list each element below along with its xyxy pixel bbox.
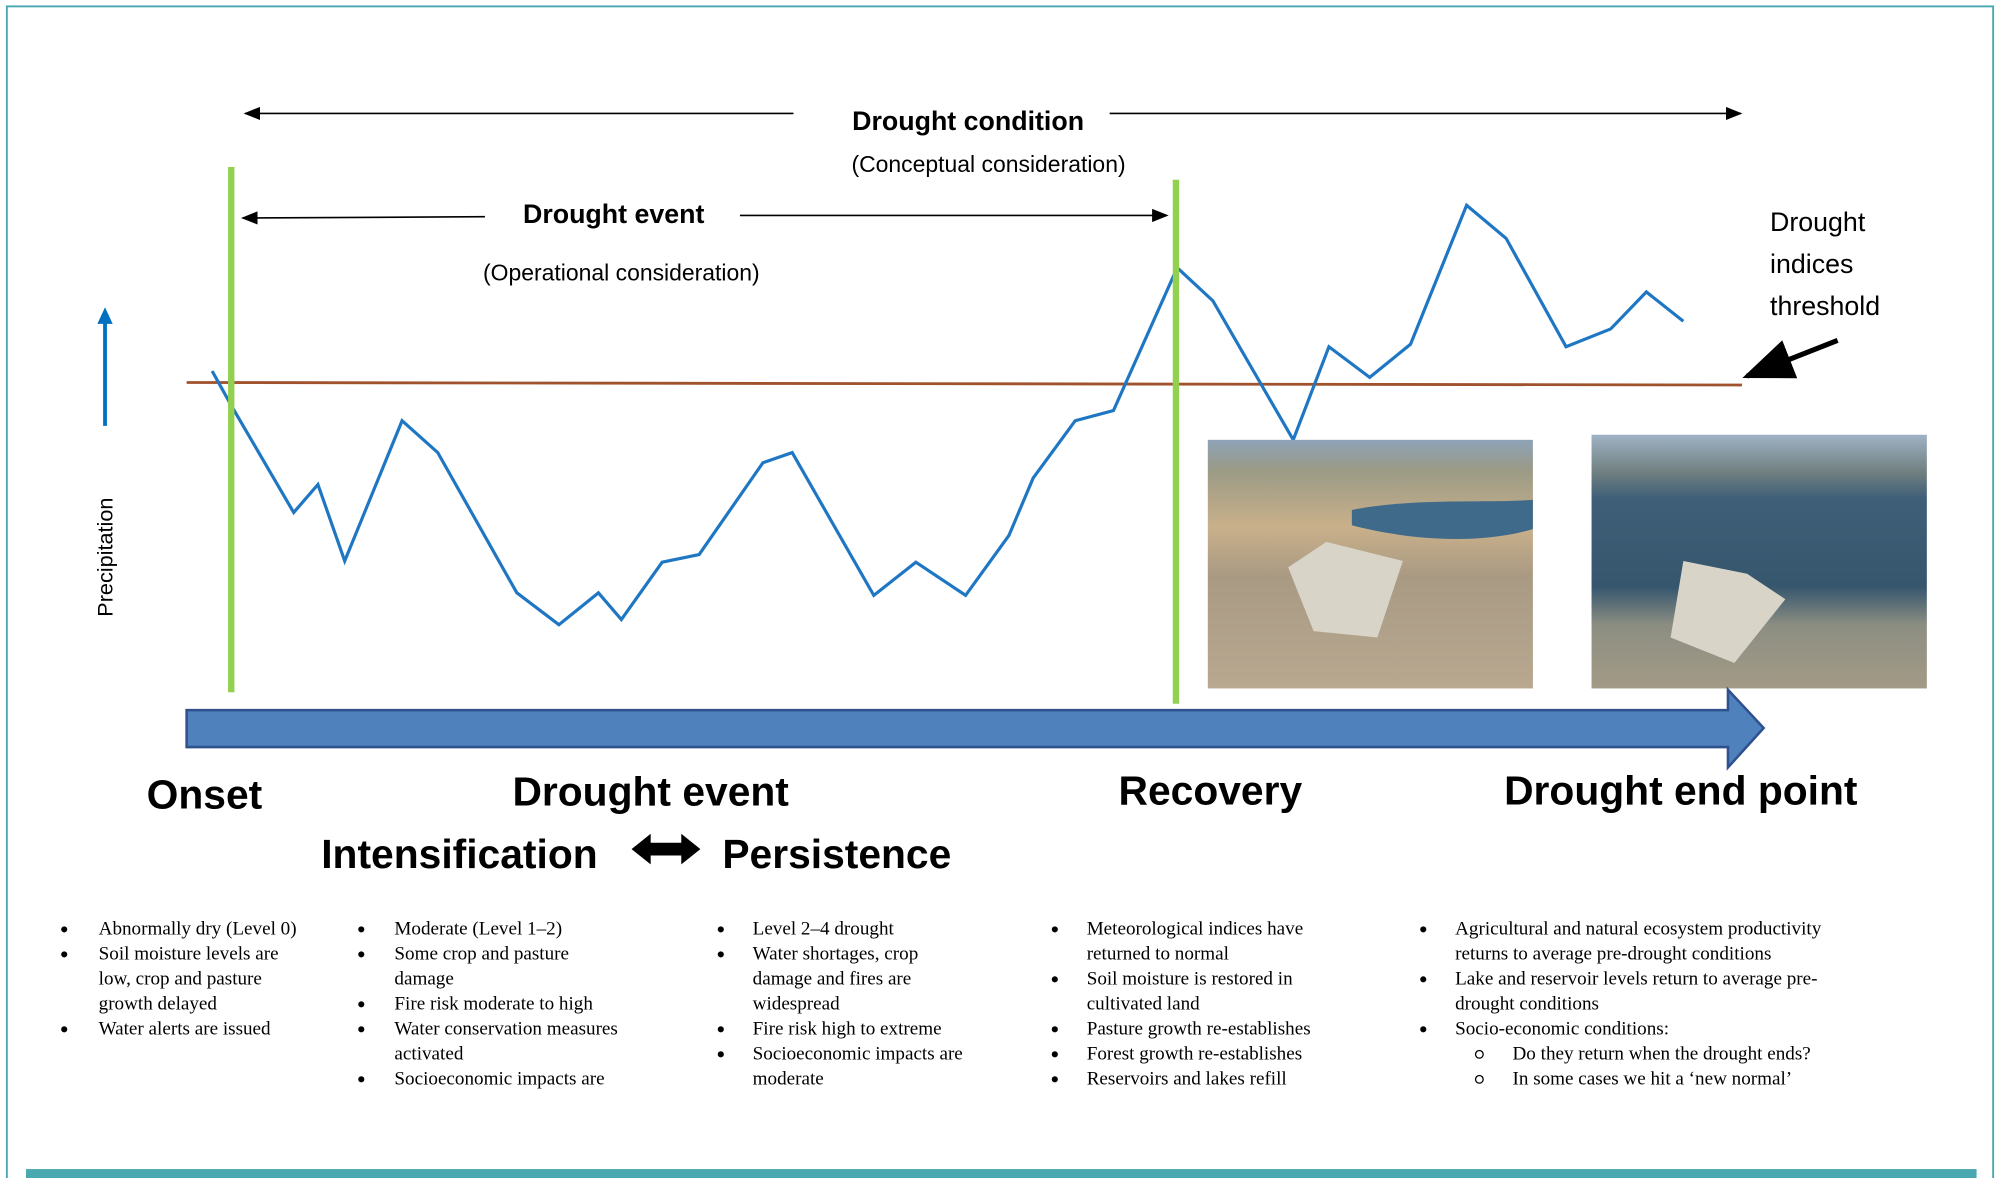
y-axis-label: Precipitation [93,498,118,617]
bullet [1051,1026,1058,1033]
bullet-text: Soil moisture is restored in [1087,968,1293,989]
bullet-text: Fire risk moderate to high [394,993,593,1014]
bullet-text: Water conservation measures [394,1018,617,1039]
bullet-text: Reservoirs and lakes refill [1087,1068,1287,1089]
bullet-text: Abnormally dry (Level 0) [99,918,297,939]
photo-dam [1670,560,1786,663]
bullet-text: Water alerts are issued [99,1018,271,1039]
bullet [61,951,68,958]
bullet-text: widespread [753,993,840,1014]
time-arrow [185,686,1766,771]
bullet-text: Do they return when the drought ends? [1513,1043,1811,1064]
bullet-text: Some crop and pasture [394,943,569,964]
photo-water [1351,499,1533,539]
bullet-text: Meteorological indices have [1087,918,1304,939]
bullet-text: moderate [753,1068,824,1089]
bullet [717,926,724,933]
bullet [358,926,365,933]
bullet [1420,976,1427,983]
bullet-text: Moderate (Level 1–2) [394,918,562,939]
bullet [1051,976,1058,983]
bullet-text: cultivated land [1087,993,1200,1014]
bullet [1051,1051,1058,1058]
bullet-text: Water shortages, crop [753,943,919,964]
bullet-text: returned to normal [1087,943,1229,964]
bullet [358,951,365,958]
title: Drought event [523,199,704,229]
sub-bullet [1474,1074,1484,1084]
precipitation-line [210,202,1685,627]
title: Drought condition [852,106,1084,136]
bullet [717,951,724,958]
bullet-text: Level 2–4 drought [753,918,895,939]
phase-label: Persistence [722,831,951,877]
bullet [358,1026,365,1033]
phase-label: Drought event [512,769,789,815]
bullet-text: damage [394,968,453,989]
threshold-label: threshold [1770,291,1880,321]
bullet-text: growth delayed [99,993,218,1014]
photo-dam [1288,541,1403,638]
bullet [358,1076,365,1083]
phase-label: Recovery [1119,767,1303,813]
bullet-text: Agricultural and natural ecosystem produ… [1455,918,1822,939]
threshold-label: Drought [1770,207,1866,237]
arrow [241,211,485,225]
phase-label: Drought end point [1504,767,1858,813]
bullet-text: Forest growth re-establishes [1087,1043,1302,1064]
bullet-text: activated [394,1043,463,1064]
bullet-text: Socioeconomic impacts are [753,1043,963,1064]
photo [1591,434,1927,689]
phase-label: Onset [147,771,263,817]
bullet [1051,926,1058,933]
arrow [1742,338,1839,379]
bullet [1051,1076,1058,1083]
double-arrow [631,833,701,865]
frame [5,5,1995,1178]
bullet-text: Fire risk high to extreme [753,1018,942,1039]
bullet-text: Socioeconomic impacts are [394,1068,604,1089]
bullet [358,1001,365,1008]
bullet-text: In some cases we hit a ‘new normal’ [1513,1068,1793,1089]
bullet-text: low, crop and pasture [99,968,262,989]
bullet [61,926,68,933]
phase-label: Intensification [321,831,597,877]
bullet-text: Soil moisture levels are [99,943,279,964]
axis-arrowhead [97,307,113,324]
bullet [717,1026,724,1033]
bullet [1420,1026,1427,1033]
bullet [61,1026,68,1033]
bullet-text: drought conditions [1455,993,1599,1014]
bullet-text: Socio-economic conditions: [1455,1018,1669,1039]
subtitle: (Conceptual consideration) [851,151,1125,177]
bullet-text: Lake and reservoir levels return to aver… [1455,968,1817,989]
sub-bullet [1474,1049,1484,1059]
bullet [717,1051,724,1058]
bullet-text: damage and fires are [753,968,912,989]
threshold-line [186,381,1742,387]
subtitle: (Operational consideration) [483,259,760,285]
bottom-bar [25,1169,1977,1178]
bullet-text: returns to average pre-drought condition… [1455,943,1771,964]
bullet [1420,926,1427,933]
bullet-text: Pasture growth re-establishes [1087,1018,1311,1039]
threshold-label: indices [1770,249,1853,279]
